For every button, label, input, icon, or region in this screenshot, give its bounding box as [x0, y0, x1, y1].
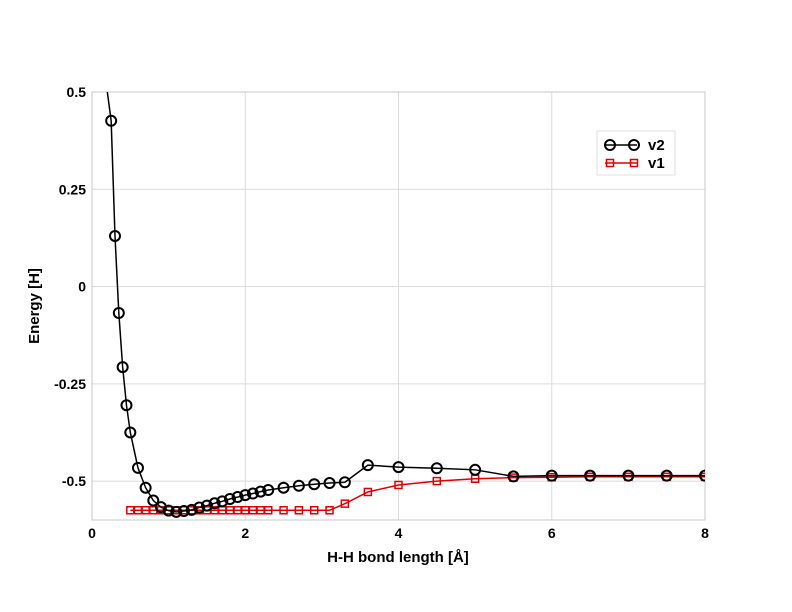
- data-point-v2: [469, 463, 482, 476]
- data-point-v2: [120, 399, 133, 412]
- data-point-v2: [699, 469, 705, 482]
- data-point-v1: [263, 506, 273, 515]
- data-point-v1: [363, 487, 373, 497]
- x-tick-label: 4: [395, 525, 403, 541]
- data-point-v2: [507, 470, 520, 483]
- y-tick-label: 0.25: [59, 181, 86, 197]
- y-axis-title: Energy [H]: [26, 268, 43, 344]
- legend-marker: [604, 139, 616, 151]
- data-point-v2: [177, 505, 190, 518]
- data-point-v2: [147, 494, 160, 507]
- data-point-v2: [231, 491, 244, 504]
- data-point-v2: [292, 479, 305, 492]
- data-point-v2: [170, 505, 183, 518]
- data-point-v2: [108, 229, 121, 242]
- data-point-v1: [700, 472, 705, 482]
- legend-marker: [605, 158, 615, 168]
- data-point-v2: [262, 484, 275, 497]
- data-point-v2: [124, 426, 137, 439]
- data-point-v2: [105, 114, 118, 127]
- data-point-v1: [294, 506, 304, 515]
- data-point-v2: [116, 361, 129, 374]
- data-point-v2: [660, 469, 673, 482]
- data-point-v2: [139, 481, 152, 494]
- data-point-v2: [223, 492, 236, 505]
- legend-item-v2: v2: [604, 137, 665, 154]
- series-line-v2: [106, 92, 705, 513]
- data-point-v2: [216, 495, 229, 508]
- legend-box: [596, 130, 676, 176]
- x-tick-label: 0: [88, 525, 96, 541]
- x-axis-title: H-H bond length [Å]: [327, 549, 469, 566]
- data-point-v2: [131, 461, 144, 474]
- legend-item-v1: v1: [605, 155, 665, 172]
- data-point-v1: [394, 480, 403, 490]
- plot-frame: [91, 91, 706, 521]
- x-tick-label: 8: [701, 525, 709, 541]
- data-point-v2: [239, 489, 252, 502]
- data-point-v2: [208, 497, 221, 510]
- series-v2: [105, 92, 705, 518]
- data-point-v2: [200, 499, 213, 512]
- data-point-v1: [432, 476, 442, 486]
- y-tick-label: 0: [78, 279, 86, 295]
- y-tick-label: -0.25: [54, 376, 86, 392]
- data-point-v1: [340, 499, 350, 508]
- data-point-v2: [254, 485, 267, 498]
- data-point-v2: [277, 481, 290, 494]
- data-point-v1: [309, 506, 319, 515]
- data-point-v2: [323, 477, 336, 490]
- x-tick-label: 6: [548, 525, 556, 541]
- data-point-v1: [279, 506, 288, 515]
- series-line-v1: [130, 476, 705, 512]
- data-point-v1: [325, 506, 334, 515]
- data-point-v2: [246, 487, 259, 500]
- data-point-v2: [193, 501, 206, 514]
- legend-marker: [628, 139, 640, 151]
- data-point-v2: [308, 478, 321, 491]
- legend-marker: [629, 158, 639, 168]
- legend-label: v2: [648, 137, 665, 154]
- data-point-v2: [112, 307, 125, 320]
- data-point-v2: [545, 469, 558, 482]
- x-tick-label: 2: [241, 525, 249, 541]
- data-point-v2: [338, 476, 351, 489]
- series-layer: [105, 92, 705, 518]
- y-tick-label: -0.5: [62, 473, 86, 489]
- legend-label: v1: [648, 155, 665, 172]
- data-point-v2: [622, 469, 635, 482]
- data-point-v2: [392, 461, 405, 474]
- data-point-v2: [430, 462, 443, 475]
- y-tick-label: 0.5: [67, 84, 87, 100]
- data-point-v2: [185, 503, 198, 516]
- data-point-v2: [584, 469, 597, 482]
- data-point-v2: [361, 459, 374, 472]
- tick-labels: 0 2 4 6 8 -0.5 -0.25 0 0.25 0.5: [54, 84, 709, 541]
- data-point-v2: [162, 504, 175, 517]
